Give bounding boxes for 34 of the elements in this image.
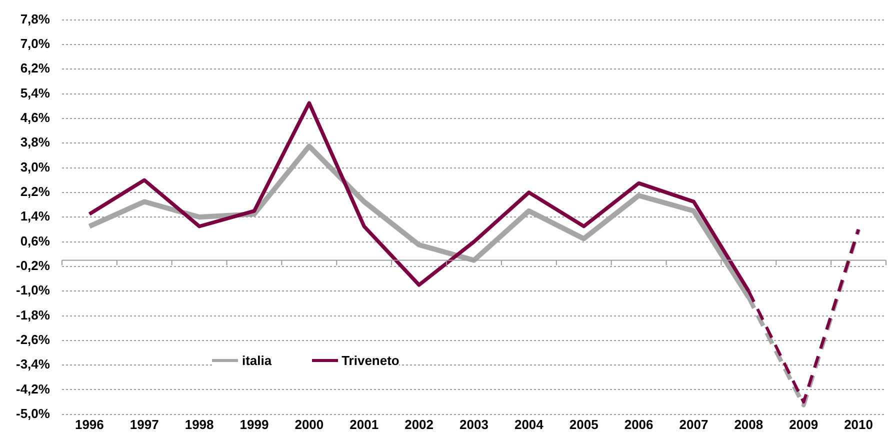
x-tick-label: 2001 (350, 416, 379, 432)
x-tick-label: 1997 (130, 416, 159, 432)
y-tick-label: 1,4% (20, 208, 50, 224)
y-tick-label: 4,6% (20, 110, 50, 126)
y-tick-label: 7,0% (20, 36, 50, 52)
y-tick-label: 7,8% (20, 11, 50, 26)
y-tick-label: 0,6% (20, 233, 50, 248)
x-tick-label: 2008 (734, 416, 764, 432)
y-tick-label: 2,2% (20, 184, 50, 200)
legend-label: Triveneto (342, 353, 400, 368)
y-tick-label: 3,8% (20, 134, 50, 150)
x-tick-label: 2000 (294, 416, 324, 432)
y-tick-label: -0,2% (16, 258, 50, 274)
y-tick-label: 5,4% (20, 85, 50, 100)
legend-label: italia (242, 353, 272, 368)
x-tick-label: 2002 (404, 416, 434, 432)
y-tick-label: -1,8% (16, 307, 50, 322)
x-tick-label: 2004 (514, 416, 544, 432)
x-tick-label: 2010 (844, 416, 873, 432)
x-tick-label: 2007 (679, 416, 708, 432)
x-tick-label: 1999 (240, 416, 269, 432)
x-tick-label: 2005 (569, 416, 598, 432)
y-tick-label: -4,2% (16, 381, 50, 396)
y-tick-label: -5,0% (16, 406, 50, 421)
y-tick-label: 6,2% (20, 60, 50, 76)
y-tick-label: 3,0% (20, 159, 50, 174)
x-tick-label: 2009 (789, 416, 818, 432)
y-tick-label: -3,4% (16, 356, 50, 372)
y-tick-label: -1,0% (16, 282, 50, 298)
y-tick-label: -2,6% (16, 332, 50, 347)
x-tick-label: 2003 (460, 416, 488, 432)
x-tick-label: 2006 (624, 416, 654, 432)
x-tick-label: 1998 (184, 416, 214, 432)
x-tick-label: 1996 (74, 416, 104, 432)
